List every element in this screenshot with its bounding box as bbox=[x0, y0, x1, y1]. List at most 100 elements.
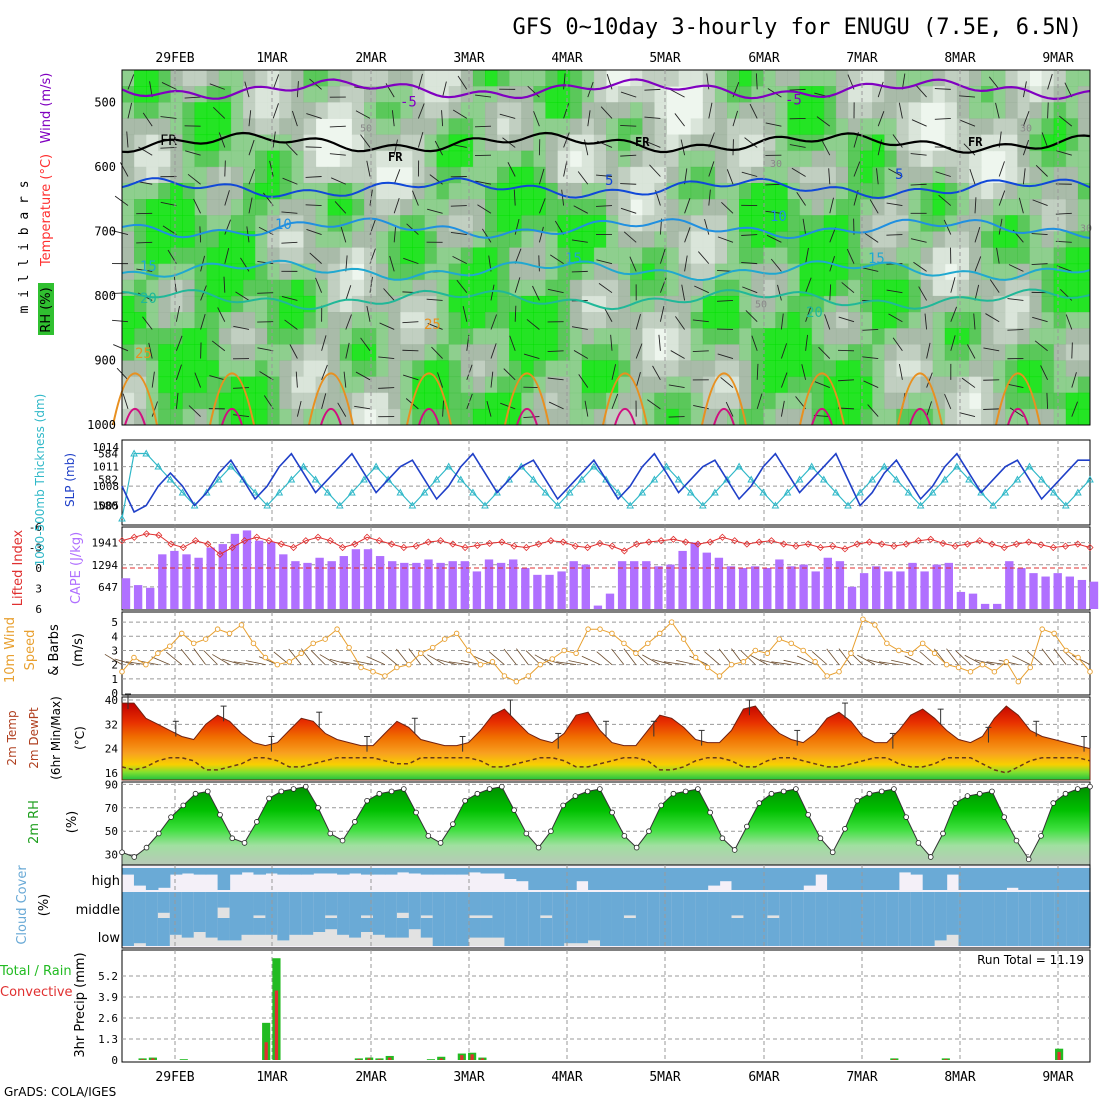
rh-cell bbox=[122, 392, 135, 410]
rh-cell bbox=[811, 295, 825, 313]
rh-cell bbox=[751, 295, 764, 313]
rh-cell bbox=[654, 199, 667, 216]
wind-barb bbox=[113, 344, 129, 352]
wind-barb bbox=[1040, 365, 1049, 381]
rh-cell bbox=[218, 279, 232, 297]
rh-cell bbox=[400, 295, 413, 313]
rh-cell bbox=[1017, 295, 1030, 313]
wind-barb bbox=[305, 176, 322, 178]
rh-cell bbox=[412, 182, 425, 200]
rh-cell bbox=[315, 199, 329, 216]
rh-cell bbox=[1041, 199, 1055, 216]
rh-cell bbox=[279, 86, 292, 103]
rh-cell bbox=[932, 166, 946, 184]
date-label-top: 1MAR bbox=[256, 51, 287, 66]
wind-barb bbox=[224, 190, 230, 206]
rh-cell bbox=[896, 344, 909, 361]
rh-cell bbox=[412, 360, 425, 378]
rh-cell bbox=[521, 182, 534, 200]
cloud-row-label-low: low bbox=[98, 931, 121, 946]
cloud-bar bbox=[803, 892, 816, 918]
rh-tick: 90 bbox=[105, 778, 118, 791]
rh-point bbox=[474, 790, 481, 797]
cloud-bar bbox=[384, 892, 398, 918]
rh-cell bbox=[485, 134, 498, 152]
rh-cell bbox=[146, 295, 159, 313]
rh-cell bbox=[1005, 328, 1018, 345]
cloud-bar-high bbox=[898, 868, 912, 873]
rh-cell bbox=[485, 312, 498, 329]
rh-cell bbox=[400, 328, 413, 345]
rh-cell bbox=[545, 360, 559, 378]
wind-barb bbox=[513, 189, 516, 206]
rh-cell bbox=[521, 263, 534, 281]
wind-barb bbox=[901, 73, 906, 90]
cape-bar bbox=[847, 586, 857, 609]
wind-barb bbox=[1022, 111, 1030, 127]
wind-speed-point bbox=[1087, 668, 1093, 675]
cloud-bar-high bbox=[743, 868, 756, 890]
isotherm-25 bbox=[995, 372, 1041, 426]
rh-cell bbox=[1005, 182, 1018, 200]
rh-cell bbox=[944, 118, 958, 136]
wind-barb bbox=[481, 228, 492, 243]
wind-barb bbox=[926, 372, 933, 388]
thickness-point bbox=[190, 501, 199, 509]
rh-cell bbox=[1053, 199, 1067, 216]
cloud-bar-high bbox=[337, 868, 350, 875]
cloud-bar bbox=[265, 918, 278, 935]
rh-cell bbox=[1029, 376, 1043, 394]
rh-cell bbox=[969, 150, 982, 168]
wind-barb bbox=[910, 153, 927, 156]
cloud-bar-high bbox=[934, 868, 948, 890]
cloud-bar bbox=[528, 892, 541, 918]
rh-cell bbox=[424, 295, 438, 313]
rh-cell bbox=[533, 150, 546, 168]
rh-cell bbox=[424, 199, 438, 216]
rh-cell bbox=[364, 86, 377, 103]
cloud-bar bbox=[193, 892, 207, 918]
panel-frame bbox=[121, 949, 1091, 1063]
cloud-bar bbox=[731, 892, 745, 916]
rh-cell bbox=[751, 247, 764, 265]
rh-contour-label: 30 bbox=[1020, 123, 1032, 134]
rh-cell bbox=[618, 215, 631, 232]
rh-cell bbox=[436, 344, 450, 361]
cloud-bar bbox=[241, 892, 255, 918]
cloud-bar bbox=[659, 918, 673, 946]
rh-cell bbox=[1029, 182, 1043, 200]
rh-cell bbox=[412, 215, 425, 232]
cloud-bar-high bbox=[922, 868, 936, 890]
lifted-index-point bbox=[682, 538, 690, 546]
thickness-point bbox=[928, 488, 937, 496]
wind-barb bbox=[450, 232, 467, 236]
rh-cell bbox=[739, 199, 752, 216]
rh-cell bbox=[751, 408, 764, 426]
rh-point bbox=[731, 847, 738, 853]
rh-cell bbox=[194, 199, 208, 216]
cloud-bar bbox=[1018, 892, 1031, 918]
rh-cell bbox=[545, 344, 559, 361]
rh-cell bbox=[267, 118, 280, 136]
cloud-bar bbox=[671, 918, 685, 946]
cloud-bar-high bbox=[839, 868, 852, 890]
rh-cell bbox=[194, 70, 208, 87]
wind-barb bbox=[670, 89, 685, 98]
rh-cell bbox=[291, 279, 304, 297]
rh-cell bbox=[932, 312, 946, 329]
rh-cell bbox=[799, 295, 813, 313]
rh-cell bbox=[932, 344, 946, 361]
wind-barb-10m bbox=[396, 648, 410, 665]
cloud-bar-high bbox=[731, 868, 745, 890]
rh-point bbox=[940, 830, 946, 837]
rh-point bbox=[695, 786, 701, 792]
cloud-bar bbox=[1078, 918, 1091, 946]
rh-cell bbox=[944, 182, 958, 200]
rh-cell bbox=[896, 150, 909, 168]
rh-cell bbox=[339, 360, 353, 378]
cape-bar bbox=[533, 574, 542, 609]
rh-cell bbox=[618, 360, 631, 378]
